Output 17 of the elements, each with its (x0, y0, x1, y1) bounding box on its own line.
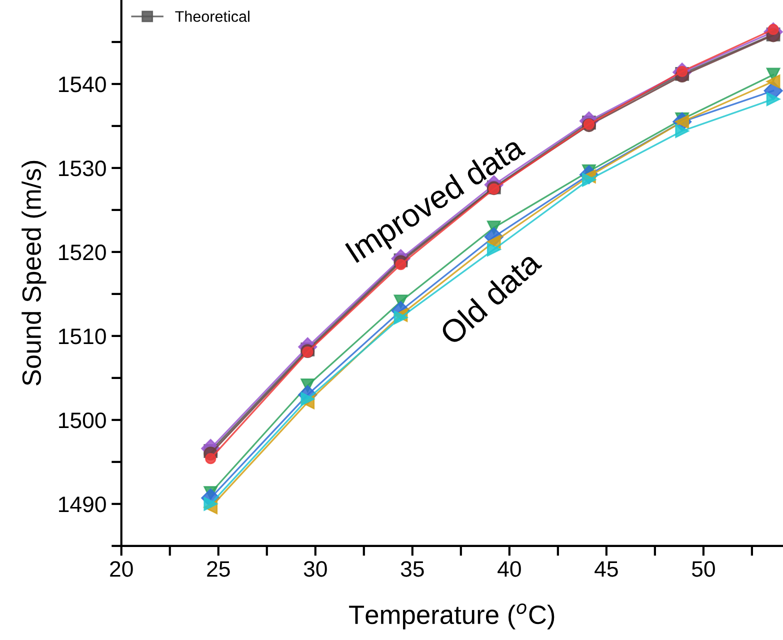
y-tick-label: 1520 (59, 244, 106, 260)
y-tick-label: 1490 (59, 496, 106, 512)
x-axis-title: Temperature ($^{o}$C) (349, 603, 554, 630)
x-tick-label: 20 (110, 561, 133, 577)
legend-label: Theoretical (175, 10, 250, 22)
y-tick-label: 1530 (59, 160, 106, 176)
y-tick-label: 1510 (59, 328, 106, 344)
x-tick-label: 50 (692, 561, 715, 577)
y-axis-title: Sound Speed (m/s) (22, 160, 46, 386)
annotation: Old data (438, 248, 542, 346)
x-tick-label: 30 (304, 561, 327, 577)
x-tick-label: 45 (594, 561, 618, 577)
x-tick-label: 40 (498, 561, 521, 577)
y-tick-label: 1500 (59, 412, 106, 428)
y-tick-label: 1540 (59, 76, 106, 92)
x-tick-label: 35 (400, 561, 424, 577)
x-tick-label: 25 (207, 561, 230, 577)
